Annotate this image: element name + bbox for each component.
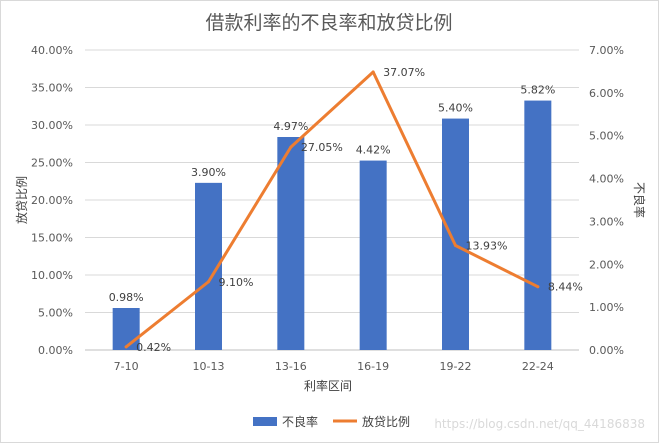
left-tick-label: 40.00% <box>31 44 73 57</box>
left-tick-label: 20.00% <box>31 194 73 207</box>
left-tick-label: 30.00% <box>31 119 73 132</box>
line-data-label: 0.42% <box>136 341 171 354</box>
line-point <box>289 145 293 149</box>
y-left-axis-title: 放贷比例 <box>14 176 29 224</box>
right-tick-label: 7.00% <box>589 44 624 57</box>
bar-data-label: 5.40% <box>438 102 473 115</box>
line-path <box>124 70 540 349</box>
legend-bar-swatch <box>253 417 277 426</box>
left-tick-label: 15.00% <box>31 232 73 245</box>
right-tick-label: 1.00% <box>589 301 624 314</box>
bar <box>524 100 552 350</box>
right-tick-label: 0.00% <box>589 344 624 357</box>
bar-data-label: 0.98% <box>109 291 144 304</box>
y-right-axis-title: 不良率 <box>632 182 647 218</box>
line-data-label: 27.05% <box>301 141 343 154</box>
line-point <box>371 70 375 74</box>
bar-series <box>112 100 552 350</box>
line-series <box>124 70 540 349</box>
bar <box>112 308 140 350</box>
bar-data-label: 3.90% <box>191 166 226 179</box>
left-tick-label: 25.00% <box>31 157 73 170</box>
gridlines <box>85 49 579 351</box>
right-tick-label: 3.00% <box>589 215 624 228</box>
right-tick-label: 5.00% <box>589 130 624 143</box>
right-axis-ticks: 0.00% 1.00% 2.00% 3.00% 4.00% 5.00% 6.00% 7.00% <box>589 44 624 357</box>
legend-line-label: 放贷比例 <box>362 414 410 429</box>
x-axis-ticks: 7-10 10-13 13-16 16-19 19-22 22-24 <box>114 360 554 373</box>
line-data-label: 9.10% <box>219 276 254 289</box>
line-point <box>207 280 210 284</box>
bar-data-label: 4.97% <box>273 120 308 133</box>
x-axis-title: 利率区间 <box>304 378 352 393</box>
legend: 不良率 放贷比例 <box>253 414 410 429</box>
x-tick-label: 16-19 <box>357 360 389 373</box>
right-tick-label: 6.00% <box>589 87 624 100</box>
left-tick-label: 0.00% <box>38 344 73 357</box>
left-tick-label: 35.00% <box>31 82 73 95</box>
line-point <box>454 244 457 248</box>
right-tick-label: 4.00% <box>589 173 624 186</box>
chart-title: 借款利率的不良率和放贷比例 <box>205 12 452 34</box>
left-tick-label: 10.00% <box>31 269 73 282</box>
x-tick-label: 7-10 <box>114 360 139 373</box>
bar <box>442 118 469 350</box>
line-data-label: 8.44% <box>548 281 583 294</box>
bar-data-label: 5.82% <box>520 84 555 97</box>
bar <box>277 137 305 350</box>
line-data-label: 13.93% <box>466 240 508 253</box>
watermark: https://blog.csdn.net/qq_44186838 <box>434 417 645 431</box>
bar <box>359 160 387 350</box>
line-data-label: 37.07% <box>383 66 425 79</box>
line-point <box>124 345 128 349</box>
right-tick-label: 2.00% <box>589 258 624 271</box>
legend-bar-label: 不良率 <box>282 414 318 429</box>
x-tick-label: 19-22 <box>440 360 472 373</box>
bar-data-label: 4.42% <box>356 144 391 157</box>
left-axis-ticks: 0.00% 5.00% 10.00% 15.00% 20.00% 25.00% 30.00%… <box>31 44 73 357</box>
line-point <box>536 285 540 289</box>
x-tick-label: 22-24 <box>522 360 554 373</box>
x-tick-label: 13-16 <box>275 360 307 373</box>
left-tick-label: 5.00% <box>38 307 73 320</box>
x-tick-label: 10-13 <box>193 360 225 373</box>
data-labels: 0.98% 3.90% 4.97% 4.42% 5.40% 5.82% 0.42% 9.10%… <box>109 66 583 354</box>
